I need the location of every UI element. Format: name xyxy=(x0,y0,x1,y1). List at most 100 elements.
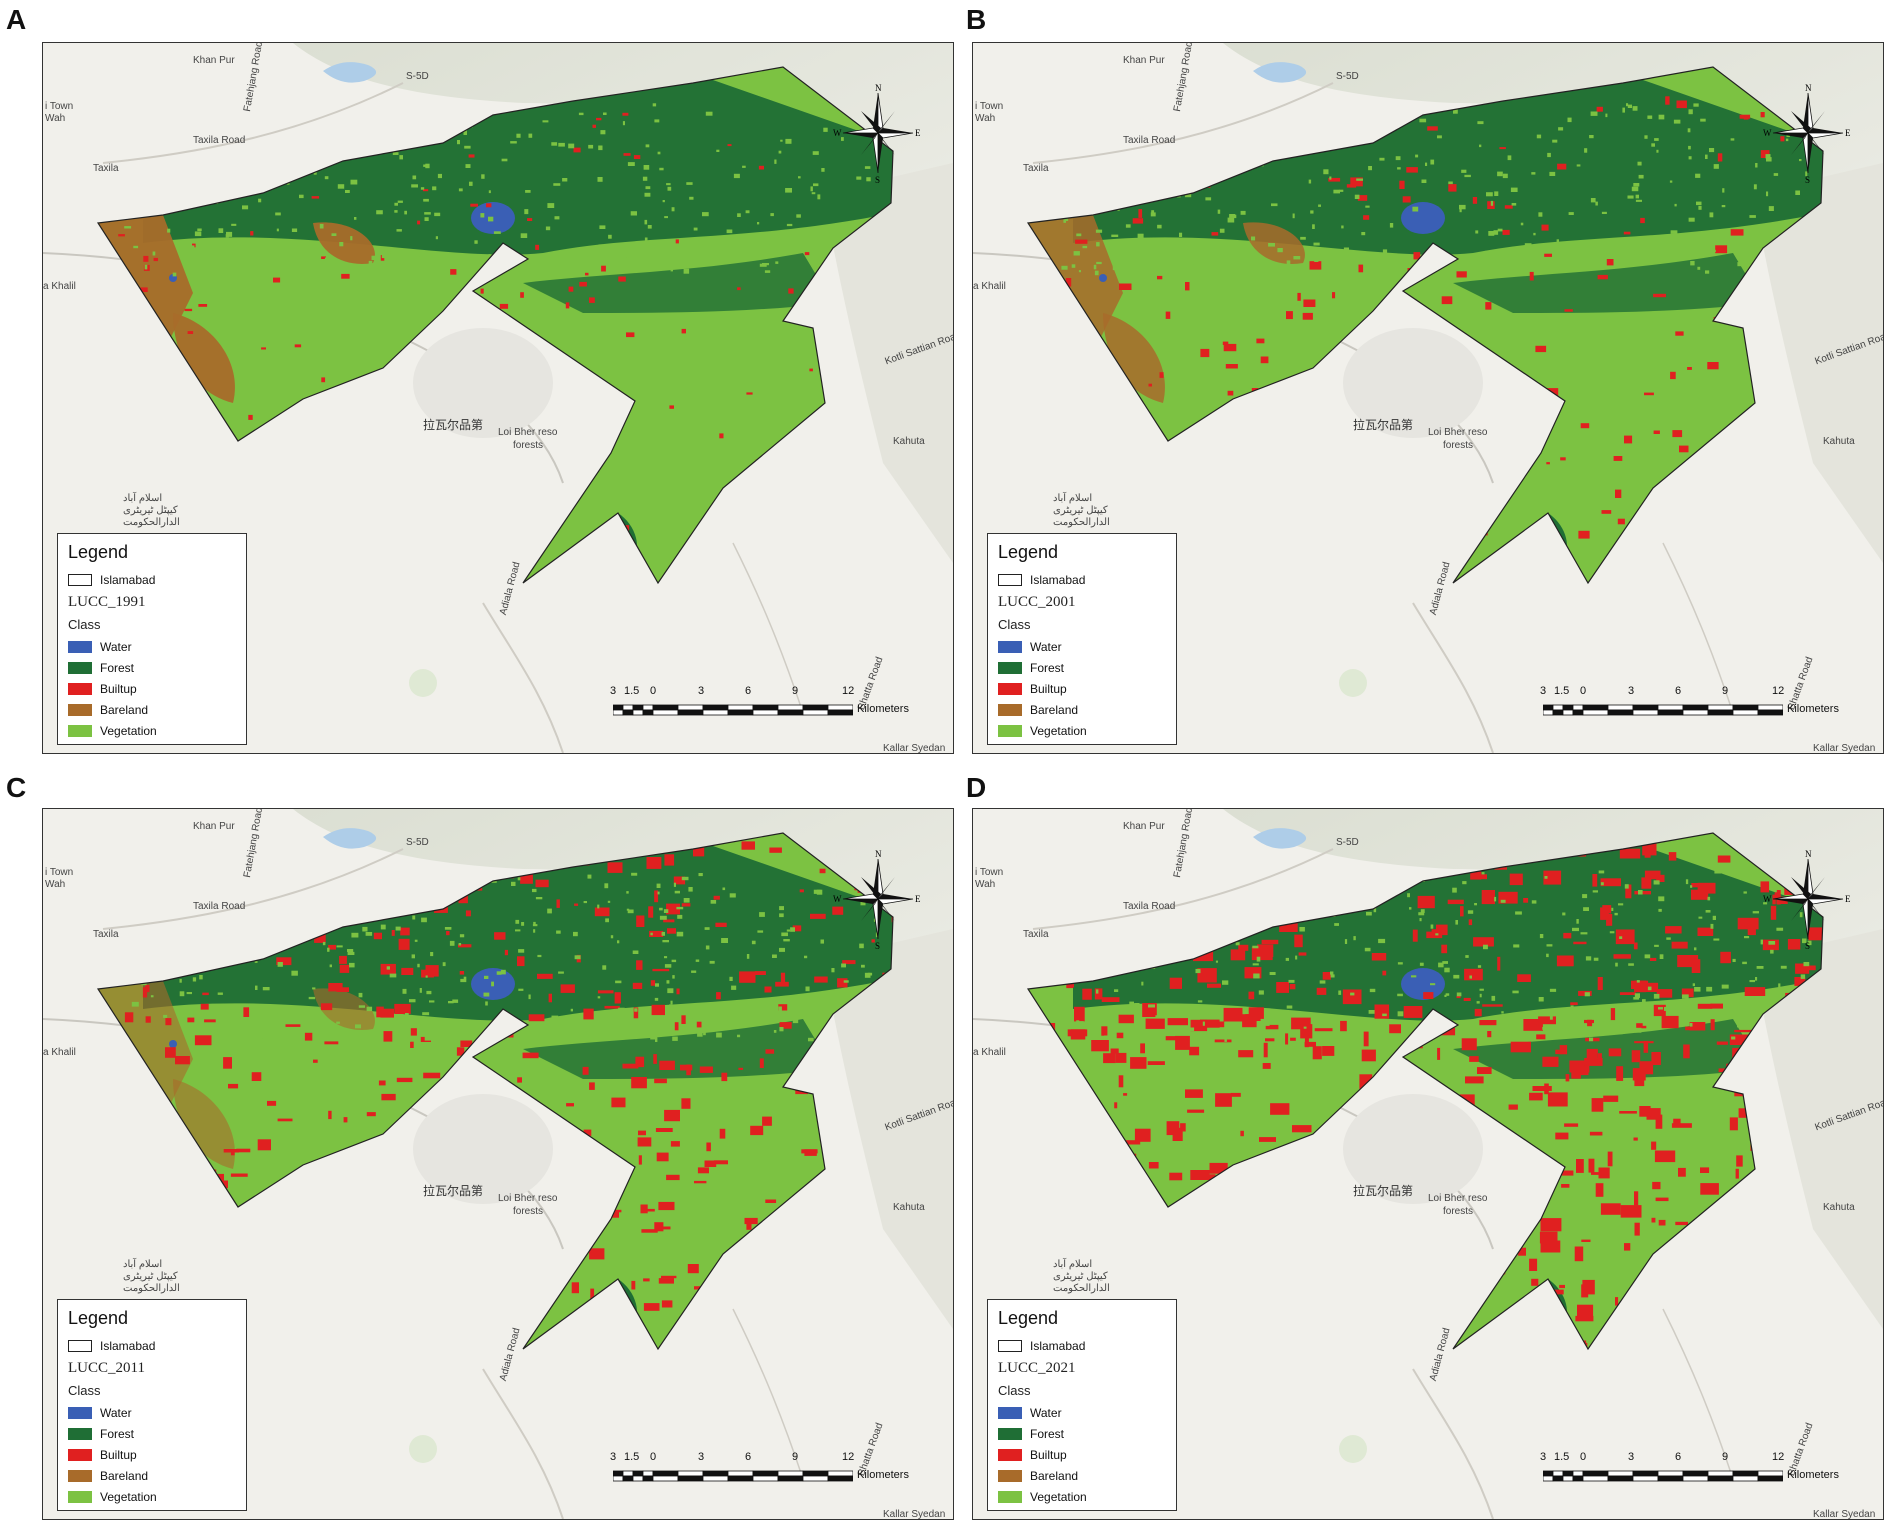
map-label-khan-pur: Khan Pur xyxy=(193,821,235,832)
legend: Legend Islamabad LUCC_2001 Class Water Forest… xyxy=(987,533,1177,745)
legend-boundary-row: Islamabad xyxy=(68,569,236,590)
scale-tick: 12 xyxy=(842,1451,855,1463)
map-label-forests: forests xyxy=(1443,1206,1474,1217)
legend-class-label: Forest xyxy=(1030,660,1065,675)
scale-tick: 3 xyxy=(698,685,705,697)
class-swatch xyxy=(998,682,1022,695)
compass-s: S xyxy=(875,941,880,949)
map-label-road-s5d: S-5D xyxy=(406,71,429,82)
compass-w: W xyxy=(1763,128,1772,138)
map-label-kallar: Kallar Syedan xyxy=(1813,743,1876,754)
legend-class-label: Builtup xyxy=(1030,1447,1067,1462)
legend-class-label: Bareland xyxy=(1030,702,1079,717)
legend-class-label: Builtup xyxy=(100,681,137,696)
map-label-taxila: Taxila xyxy=(1023,929,1049,940)
map-label-town: i Town xyxy=(975,101,1004,112)
map-label-taxila-road: Taxila Road xyxy=(193,135,246,146)
map-panel-c: i Town Khan Pur S-5D Wah Taxila Taxila Road a … xyxy=(42,808,954,1520)
legend-class-row: Bareland xyxy=(68,1465,236,1486)
legend-boundary-label: Islamabad xyxy=(100,1338,156,1353)
legend-class-label: Forest xyxy=(100,660,135,675)
legend-boundary-label: Islamabad xyxy=(1030,1338,1086,1353)
map-label-khalil: a Khalil xyxy=(973,281,1006,292)
legend-class-row: Vegetation xyxy=(68,1486,236,1507)
class-swatch xyxy=(68,1490,92,1503)
scale-tick: 9 xyxy=(792,685,799,697)
legend-title: Legend xyxy=(68,542,129,562)
legend-class-row: Water xyxy=(68,636,236,657)
scale-tick: 9 xyxy=(1722,1451,1729,1463)
compass-w: W xyxy=(833,128,842,138)
compass-e: E xyxy=(915,894,921,904)
legend-class-label: Vegetation xyxy=(100,723,157,738)
map-label-ur1: اسلام آباد xyxy=(123,493,163,504)
legend-class-title: Class xyxy=(998,1383,1031,1398)
legend-class-row: Forest xyxy=(998,657,1166,678)
scale-tick: 9 xyxy=(792,1451,799,1463)
map-label-wah: Wah xyxy=(45,879,66,890)
scale-bar: 3 1.5 0 3 6 9 12 Kilometers xyxy=(610,685,909,721)
legend-class-title: Class xyxy=(68,1383,101,1398)
legend-class-row: Builtup xyxy=(998,1444,1166,1465)
scale-tick: 1.5 xyxy=(1554,1451,1570,1463)
scale-tick: 6 xyxy=(1675,685,1682,697)
legend-class-label: Bareland xyxy=(100,1468,149,1483)
legend-boundary-row: Islamabad xyxy=(998,569,1166,590)
compass-s: S xyxy=(1805,941,1810,949)
scale-tick: 12 xyxy=(842,685,855,697)
legend-class-row: Builtup xyxy=(68,678,236,699)
scale-tick: 6 xyxy=(1675,1451,1682,1463)
scale-unit: Kilometers xyxy=(857,703,909,715)
map-label-kahuta: Kahuta xyxy=(893,436,925,447)
scale-tick: 3 xyxy=(1540,685,1547,697)
class-swatch xyxy=(68,661,92,674)
islamabad-boundary xyxy=(96,832,894,1351)
class-swatch xyxy=(998,724,1022,737)
legend-class-label: Vegetation xyxy=(1030,723,1087,738)
compass-n: N xyxy=(875,83,882,93)
scale-bar: 3 1.5 0 3 6 9 12 Kilometers xyxy=(1540,1451,1839,1487)
legend-class-row: Forest xyxy=(68,1423,236,1444)
map-label-city-cn: 拉瓦尔品第 xyxy=(1353,418,1414,432)
class-swatch xyxy=(68,1406,92,1419)
compass-w: W xyxy=(833,894,842,904)
class-swatch xyxy=(998,1490,1022,1503)
map-label-loi-bher: Loi Bher reso xyxy=(498,1193,558,1204)
legend-class-label: Water xyxy=(100,639,132,654)
map-panel-b: i Town Khan Pur S-5D Wah Taxila Taxila Road a … xyxy=(972,42,1884,754)
panel-letter-b: B xyxy=(966,4,987,35)
scale-tick: 3 xyxy=(1628,1451,1635,1463)
legend-class-row: Vegetation xyxy=(998,1486,1166,1507)
legend-boundary-label: Islamabad xyxy=(1030,572,1086,587)
legend-class-title: Class xyxy=(68,617,101,632)
map-label-kallar: Kallar Syedan xyxy=(1813,1509,1876,1520)
class-swatch xyxy=(998,1427,1022,1440)
compass-w: W xyxy=(1763,894,1772,904)
legend-class-row: Bareland xyxy=(998,1465,1166,1486)
scale-tick: 0 xyxy=(1580,685,1587,697)
map-label-khan-pur: Khan Pur xyxy=(193,55,235,66)
class-swatch xyxy=(68,1427,92,1440)
scale-tick: 1.5 xyxy=(624,1451,640,1463)
map-label-taxila-road: Taxila Road xyxy=(193,901,246,912)
scale-bar: 3 1.5 0 3 6 9 12 Kilometers xyxy=(610,1451,909,1487)
legend-class-row: Water xyxy=(998,636,1166,657)
scale-tick: 1.5 xyxy=(1554,685,1570,697)
class-swatch xyxy=(68,640,92,653)
scale-tick: 3 xyxy=(698,1451,705,1463)
map-label-ur3: الدارالحکومت xyxy=(1053,517,1110,528)
legend-class-row: Vegetation xyxy=(68,720,236,741)
legend-layer-name: LUCC_1991 xyxy=(68,594,146,610)
boundary-swatch xyxy=(68,573,92,586)
legend-class-title: Class xyxy=(998,617,1031,632)
map-label-wah: Wah xyxy=(45,113,66,124)
north-arrow-icon: N S E W xyxy=(1763,849,1853,954)
compass-n: N xyxy=(1805,849,1812,859)
map-label-loi-bher: Loi Bher reso xyxy=(1428,1193,1488,1204)
boundary-swatch xyxy=(68,1339,92,1352)
compass-s: S xyxy=(1805,175,1810,183)
legend-class-label: Vegetation xyxy=(100,1489,157,1504)
map-label-city-cn: 拉瓦尔品第 xyxy=(423,418,484,432)
scale-tick: 9 xyxy=(1722,685,1729,697)
legend-class-row: Builtup xyxy=(68,1444,236,1465)
